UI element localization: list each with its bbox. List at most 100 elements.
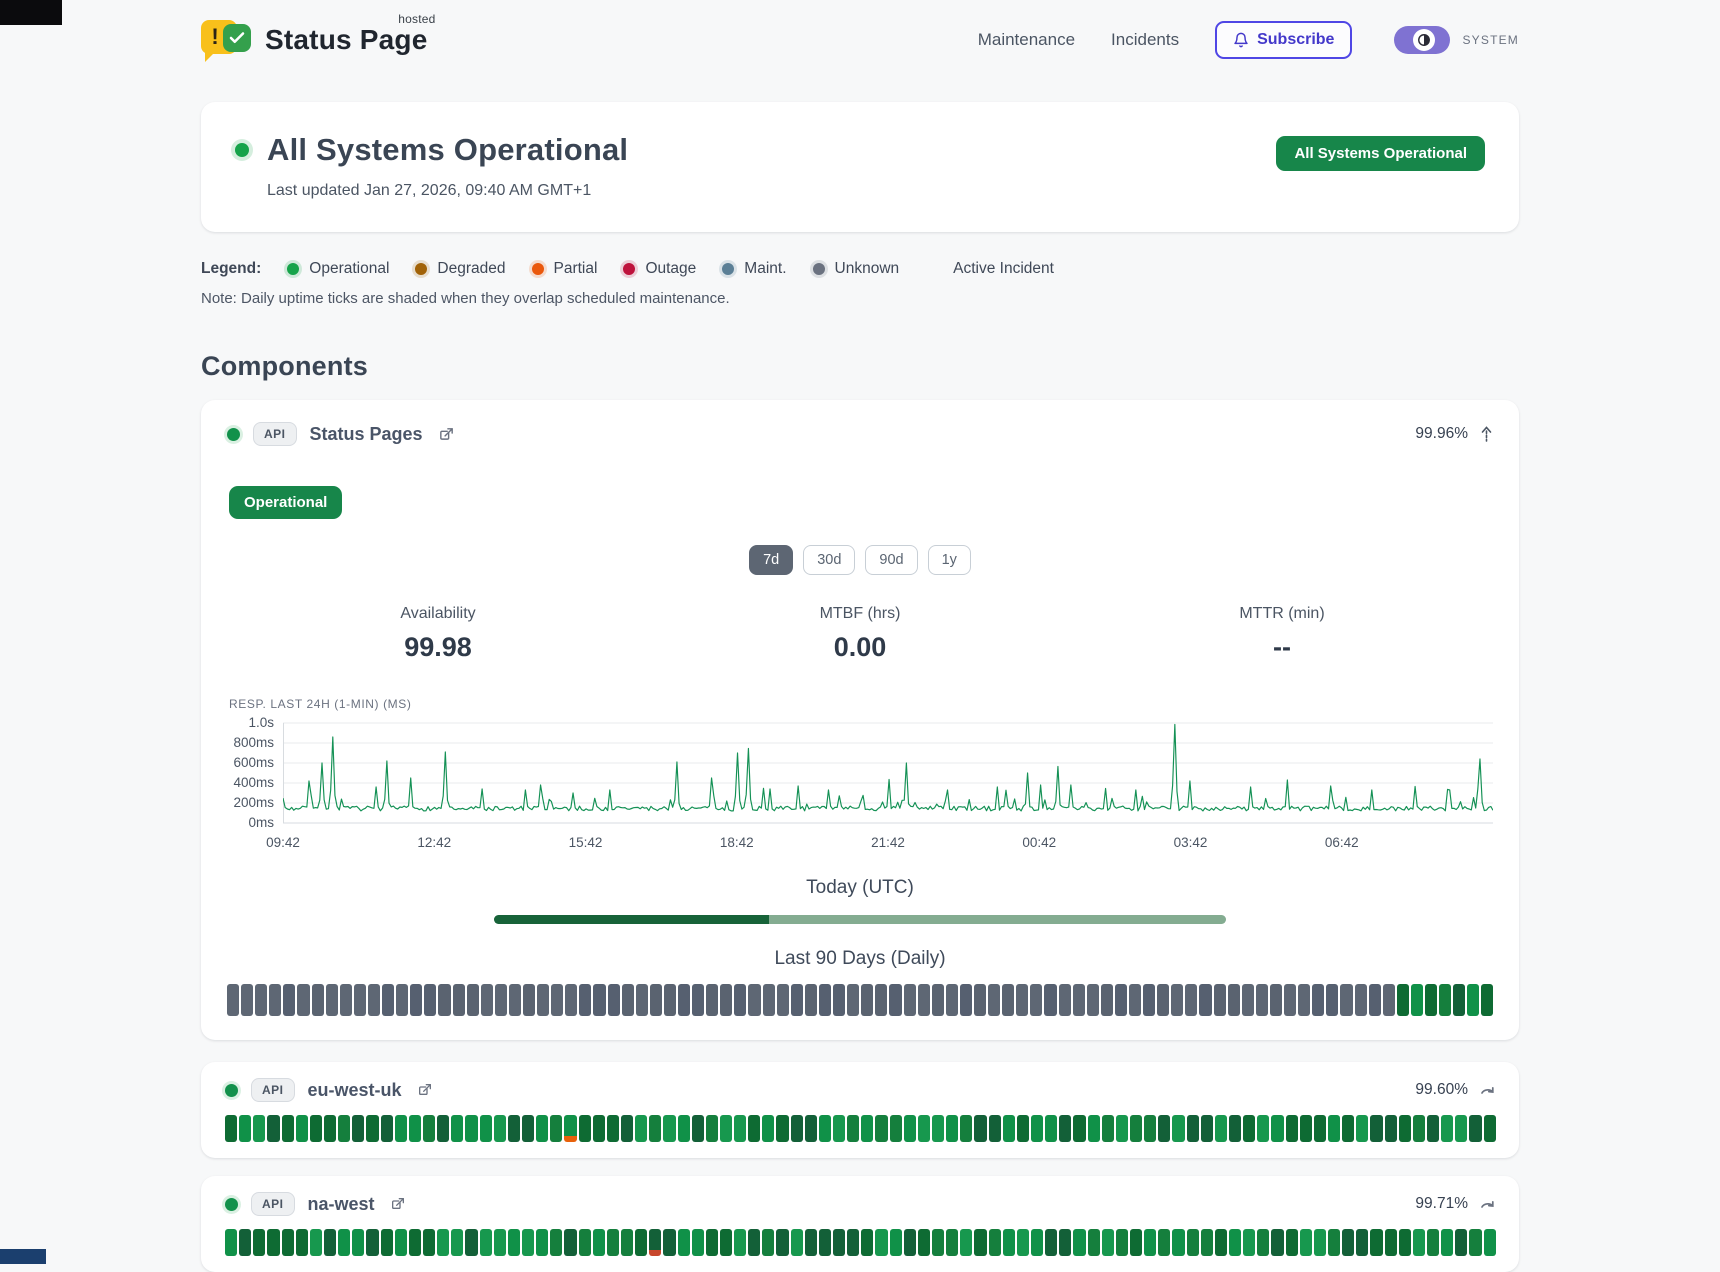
uptime-tick[interactable] (1158, 1229, 1171, 1256)
uptime-tick[interactable] (394, 1229, 407, 1256)
uptime-tick[interactable] (1424, 984, 1438, 1016)
uptime-tick[interactable] (353, 984, 366, 1016)
uptime-tick[interactable] (705, 1229, 718, 1256)
uptime-tick[interactable] (536, 1115, 549, 1142)
uptime-tick[interactable] (1058, 984, 1071, 1016)
uptime-tick[interactable] (818, 984, 832, 1016)
uptime-tick[interactable] (1130, 1115, 1143, 1142)
uptime-tick[interactable] (281, 1229, 294, 1256)
uptime-tick[interactable] (649, 984, 662, 1016)
uptime-tick[interactable] (1200, 1229, 1213, 1256)
expand-arrow-icon[interactable] (1480, 1084, 1495, 1096)
uptime-tick[interactable] (1030, 984, 1043, 1016)
uptime-tick[interactable] (776, 1229, 789, 1256)
uptime-tick[interactable] (579, 984, 592, 1016)
uptime-tick[interactable] (1340, 984, 1353, 1016)
component-header[interactable]: API na-west 99.71% (225, 1192, 1495, 1216)
range-button-30d[interactable]: 30d (803, 545, 856, 575)
uptime-tick[interactable] (507, 1229, 520, 1256)
uptime-tick[interactable] (635, 984, 648, 1016)
uptime-tick[interactable] (1002, 1229, 1015, 1256)
uptime-tick[interactable] (1072, 984, 1085, 1016)
uptime-tick[interactable] (1426, 1115, 1440, 1142)
uptime-tick[interactable] (620, 1229, 634, 1256)
uptime-tick[interactable] (297, 984, 310, 1016)
uptime-tick[interactable] (1285, 1115, 1298, 1142)
uptime-tick[interactable] (776, 1115, 789, 1142)
uptime-tick[interactable] (309, 1229, 322, 1256)
uptime-tick[interactable] (593, 984, 606, 1016)
uptime-tick[interactable] (550, 1115, 563, 1142)
uptime-tick[interactable] (663, 1115, 676, 1142)
uptime-tick[interactable] (1356, 1115, 1369, 1142)
uptime-tick[interactable] (1467, 984, 1480, 1016)
uptime-tick[interactable] (677, 1115, 690, 1142)
uptime-tick[interactable] (1455, 1229, 1468, 1256)
uptime-tick[interactable] (917, 1229, 931, 1256)
uptime-tick[interactable] (903, 1115, 916, 1142)
uptime-tick[interactable] (833, 1229, 846, 1256)
uptime-tick[interactable] (1087, 1229, 1100, 1256)
uptime-tick[interactable] (1059, 1115, 1072, 1142)
uptime-tick[interactable] (394, 1115, 407, 1142)
uptime-tick[interactable] (422, 1115, 436, 1142)
component-header[interactable]: API eu-west-uk 99.60% (225, 1078, 1495, 1102)
uptime-tick[interactable] (239, 1229, 252, 1256)
uptime-tick[interactable] (338, 1115, 351, 1142)
uptime-tick[interactable] (410, 984, 423, 1016)
uptime-tick[interactable] (269, 984, 282, 1016)
uptime-tick[interactable] (325, 984, 338, 1016)
uptime-tick[interactable] (267, 1115, 280, 1142)
uptime-tick[interactable] (1157, 984, 1170, 1016)
uptime-tick[interactable] (1130, 1229, 1143, 1256)
uptime-tick[interactable] (521, 1115, 535, 1142)
uptime-tick[interactable] (564, 1229, 577, 1256)
uptime-tick[interactable] (380, 1229, 393, 1256)
uptime-tick[interactable] (678, 984, 691, 1016)
uptime-tick[interactable] (1441, 1115, 1454, 1142)
uptime-tick[interactable] (480, 984, 493, 1016)
uptime-tick[interactable] (311, 984, 324, 1016)
uptime-tick[interactable] (960, 1229, 973, 1256)
uptime-tick[interactable] (988, 1229, 1001, 1256)
uptime-tick[interactable] (1410, 984, 1423, 1016)
uptime-tick[interactable] (408, 1229, 421, 1256)
uptime-tick[interactable] (1326, 984, 1339, 1016)
uptime-tick[interactable] (606, 1229, 619, 1256)
uptime-tick[interactable] (1243, 1115, 1256, 1142)
uptime-tick[interactable] (1370, 1115, 1383, 1142)
uptime-tick[interactable] (790, 984, 803, 1016)
uptime-tick[interactable] (1469, 1115, 1482, 1142)
uptime-tick[interactable] (267, 1229, 280, 1256)
uptime-tick[interactable] (253, 1229, 266, 1256)
uptime-tick[interactable] (719, 1229, 733, 1256)
uptime-tick[interactable] (1228, 1115, 1242, 1142)
uptime-tick[interactable] (1031, 1115, 1044, 1142)
uptime-tick[interactable] (677, 1229, 690, 1256)
uptime-tick[interactable] (396, 984, 409, 1016)
uptime-tick[interactable] (903, 984, 916, 1016)
uptime-tick[interactable] (720, 984, 733, 1016)
uptime-tick[interactable] (790, 1115, 803, 1142)
uptime-tick[interactable] (917, 1115, 931, 1142)
uptime-tick[interactable] (762, 1229, 775, 1256)
uptime-tick[interactable] (1172, 1115, 1185, 1142)
uptime-tick[interactable] (323, 1229, 337, 1256)
uptime-tick[interactable] (847, 1115, 860, 1142)
uptime-tick[interactable] (309, 1115, 322, 1142)
uptime-tick[interactable] (352, 1115, 365, 1142)
uptime-tick[interactable] (960, 1115, 973, 1142)
uptime-tick[interactable] (988, 984, 1001, 1016)
uptime-tick[interactable] (818, 1229, 832, 1256)
uptime-tick[interactable] (1045, 1229, 1058, 1256)
subscribe-button[interactable]: Subscribe (1215, 21, 1353, 59)
uptime-tick[interactable] (507, 1115, 520, 1142)
uptime-tick[interactable] (1143, 984, 1156, 1016)
uptime-tick[interactable] (1284, 984, 1297, 1016)
uptime-tick[interactable] (1100, 984, 1113, 1016)
uptime-tick[interactable] (424, 984, 437, 1016)
uptime-tick[interactable] (537, 984, 550, 1016)
uptime-tick[interactable] (1016, 1229, 1030, 1256)
uptime-tick[interactable] (776, 984, 789, 1016)
uptime-tick[interactable] (748, 1115, 761, 1142)
